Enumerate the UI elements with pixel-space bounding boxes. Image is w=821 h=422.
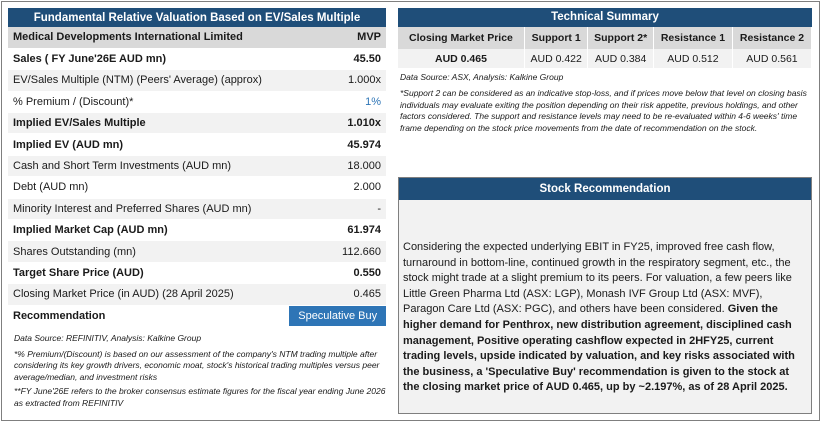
technical-note: *Support 2 can be considered as an indic… (400, 88, 807, 133)
row-label: Implied Market Cap (AUD mn) (8, 219, 290, 242)
recommendation-badge: Speculative Buy (289, 305, 386, 327)
resistance-2-value: AUD 0.561 (732, 49, 813, 68)
row-label: Closing Market Price (in AUD) (28 April … (8, 283, 290, 306)
row-label: Implied EV/Sales Multiple (8, 112, 290, 135)
technical-value-row: AUD 0.465 AUD 0.422 AUD 0.384 AUD 0.512 … (398, 49, 813, 68)
support-1-value: AUD 0.422 (524, 49, 589, 68)
row-value: 1% (289, 91, 386, 114)
row-label: Minority Interest and Preferred Shares (… (8, 198, 290, 221)
valuation-title: Fundamental Relative Valuation Based on … (8, 8, 386, 27)
row-value: 0.465 (289, 283, 386, 306)
row-label: Recommendation (8, 305, 290, 327)
table-row: Implied EV (AUD mn) 45.974 (8, 133, 386, 156)
col-resistance-1: Resistance 1 (653, 27, 733, 49)
company-label: Medical Developments International Limit… (8, 27, 290, 49)
valuation-panel: Fundamental Relative Valuation Based on … (8, 8, 386, 412)
row-value: - (289, 198, 386, 221)
row-value: 112.660 (289, 240, 386, 263)
row-value: 1.000x (289, 69, 386, 92)
row-label: Shares Outstanding (mn) (8, 240, 290, 263)
stock-recommendation-panel: Stock Recommendation Considering the exp… (398, 177, 812, 414)
table-header-row: Medical Developments International Limit… (8, 27, 386, 49)
row-label: Target Share Price (AUD) (8, 262, 290, 285)
row-label: Cash and Short Term Investments (AUD mn) (8, 155, 290, 178)
row-value: 18.000 (289, 155, 386, 178)
row-label: Debt (AUD mn) (8, 176, 290, 199)
technical-source: Data Source: ASX, Analysis: Kalkine Grou… (400, 72, 564, 82)
ticker-label: MVP (289, 27, 386, 49)
technical-table: Closing Market Price Support 1 Support 2… (398, 27, 813, 68)
row-value: 61.974 (289, 219, 386, 242)
valuation-notes: *% Premium/(Discount) is based on our as… (14, 349, 386, 410)
col-resistance-2: Resistance 2 (732, 27, 813, 49)
table-row: EV/Sales Multiple (NTM) (Peers' Average)… (8, 69, 386, 92)
table-row: Cash and Short Term Investments (AUD mn)… (8, 155, 386, 178)
valuation-note-2: **FY June'26E refers to the broker conse… (14, 386, 386, 408)
table-row: Implied EV/Sales Multiple 1.010x (8, 112, 386, 135)
row-label: Implied EV (AUD mn) (8, 133, 290, 156)
row-label: Sales ( FY June'26E AUD mn) (8, 48, 290, 71)
row-value: 2.000 (289, 176, 386, 199)
closing-price-value: AUD 0.465 (398, 49, 525, 68)
row-value: 45.50 (289, 48, 386, 71)
row-value: 45.974 (289, 133, 386, 156)
row-value: 1.010x (289, 112, 386, 135)
recommendation-row: Recommendation Speculative Buy (8, 305, 386, 327)
technical-title: Technical Summary (398, 8, 812, 27)
table-row: Sales ( FY June'26E AUD mn) 45.50 (8, 48, 386, 71)
valuation-table: Medical Developments International Limit… (8, 27, 386, 327)
table-row: % Premium / (Discount)* 1% (8, 91, 386, 114)
col-closing-price: Closing Market Price (398, 27, 525, 49)
table-row: Target Share Price (AUD) 0.550 (8, 262, 386, 285)
technical-panel: Technical Summary Closing Market Price S… (398, 8, 813, 134)
support-2-value: AUD 0.384 (587, 49, 654, 68)
recommendation-text-bold: Given the higher demand for Penthrox, ne… (403, 303, 795, 394)
row-label: EV/Sales Multiple (NTM) (Peers' Average)… (8, 69, 290, 92)
table-row: Debt (AUD mn) 2.000 (8, 176, 386, 199)
technical-header-row: Closing Market Price Support 1 Support 2… (398, 27, 813, 49)
table-row: Closing Market Price (in AUD) (28 April … (8, 283, 386, 306)
table-row: Implied Market Cap (AUD mn) 61.974 (8, 219, 386, 242)
row-value: 0.550 (289, 262, 386, 285)
resistance-1-value: AUD 0.512 (653, 49, 733, 68)
valuation-source: Data Source: REFINITIV, Analysis: Kalkin… (14, 332, 202, 343)
col-support-2: Support 2* (587, 27, 654, 49)
table-row: Shares Outstanding (mn) 112.660 (8, 240, 386, 263)
stock-recommendation-title: Stock Recommendation (399, 178, 811, 200)
col-support-1: Support 1 (524, 27, 589, 49)
valuation-note-1: *% Premium/(Discount) is based on our as… (14, 348, 380, 382)
table-row: Minority Interest and Preferred Shares (… (8, 198, 386, 221)
stock-recommendation-body: Considering the expected underlying EBIT… (399, 200, 811, 413)
recommendation-text: Considering the expected underlying EBIT… (403, 241, 792, 316)
row-label: % Premium / (Discount)* (8, 91, 290, 114)
